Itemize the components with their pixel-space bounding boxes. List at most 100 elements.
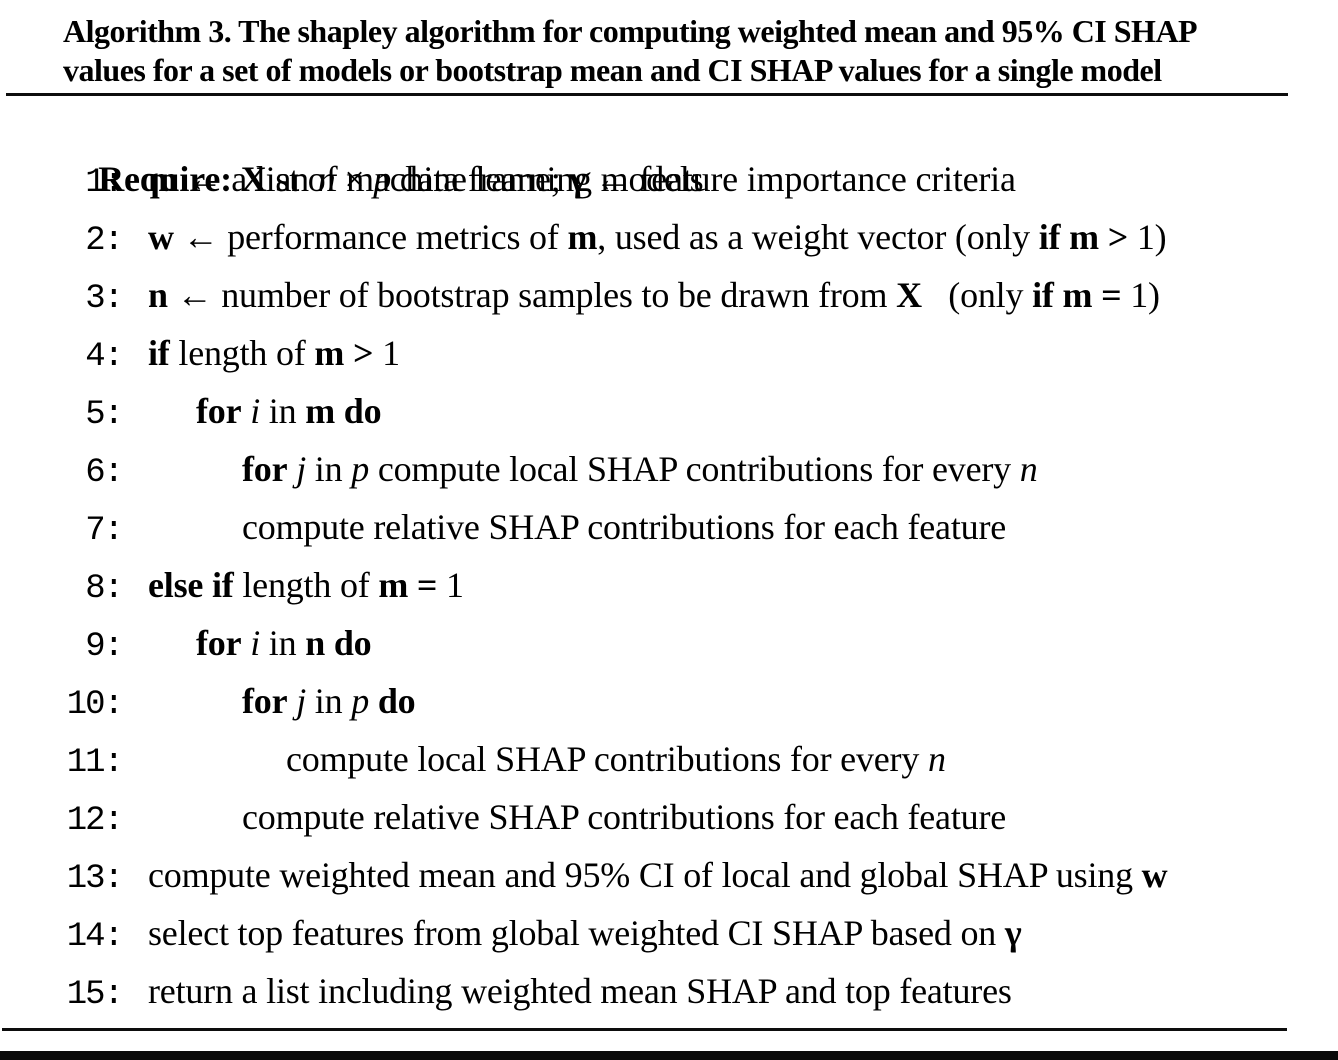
title-divider-rule xyxy=(6,93,1288,96)
text-segment: 1 xyxy=(373,333,400,373)
text-segment: for xyxy=(242,681,288,721)
algorithm-line-8: 8: else if length of m = 1 xyxy=(0,556,1338,614)
text-segment: j xyxy=(296,681,306,721)
algorithm-line-14: 14: select top features from global weigh… xyxy=(0,904,1338,962)
text-segment: if xyxy=(148,333,170,373)
algorithm-line-3: 3: n ← number of bootstrap samples to be … xyxy=(0,266,1338,324)
text-segment: m > xyxy=(314,333,374,373)
text-segment xyxy=(287,681,296,721)
text-segment: select top features from global weighted… xyxy=(148,913,1005,953)
text-segment: m do xyxy=(305,391,382,431)
text-segment: i xyxy=(250,391,260,431)
text-segment: ← number of bootstrap samples to be draw… xyxy=(167,275,897,315)
text-segment xyxy=(287,449,296,489)
text-segment: p xyxy=(351,681,370,721)
line-number: 5: xyxy=(85,396,124,434)
line-number: 6: xyxy=(85,454,124,492)
text-segment: 1) xyxy=(1128,217,1167,257)
text-segment xyxy=(241,391,250,431)
text-segment: n xyxy=(927,739,946,779)
text-segment: w xyxy=(148,217,174,257)
text-segment: else if xyxy=(148,565,234,605)
algorithm-line-15: 15: return a list including weighted mean… xyxy=(0,962,1338,1020)
algorithm-line-4: 4: if length of m > 1 xyxy=(0,324,1338,382)
text-segment xyxy=(241,623,250,663)
text-segment: n xyxy=(148,275,168,315)
text-segment: in xyxy=(306,681,352,721)
algorithm-title-line2: values for a set of models or bootstrap … xyxy=(63,52,1162,88)
line-number: 10: xyxy=(66,686,124,724)
text-segment: m xyxy=(148,159,178,199)
text-segment: length of xyxy=(233,565,379,605)
text-segment: γ xyxy=(569,159,586,199)
text-segment: X xyxy=(240,159,267,199)
text-segment: × xyxy=(335,159,374,199)
text-segment: for xyxy=(196,391,242,431)
line-number: 4: xyxy=(85,338,124,376)
text-segment: Require: xyxy=(98,159,241,199)
text-segment: in xyxy=(306,449,352,489)
line-number: 15: xyxy=(66,976,124,1014)
text-segment: in xyxy=(260,623,306,663)
text-segment xyxy=(369,681,378,721)
text-segment: 1) xyxy=(1121,275,1160,315)
text-segment: j xyxy=(296,449,306,489)
line-statement: n ← number of bootstrap samples to be dr… xyxy=(122,275,1160,315)
text-segment: p xyxy=(373,159,392,199)
line-number: 12: xyxy=(66,802,124,840)
line-number: 11: xyxy=(66,744,124,782)
text-segment: for xyxy=(242,449,288,489)
bottom-border-bar xyxy=(0,1051,1338,1060)
text-segment: if m = xyxy=(1032,275,1122,315)
text-segment: return a list including weighted mean SH… xyxy=(148,971,1012,1011)
text-segment: n xyxy=(1019,449,1038,489)
bottom-divider-rule xyxy=(2,1028,1287,1031)
algorithm-line-9: 9: for i in n do xyxy=(0,614,1338,672)
text-segment: γ xyxy=(1004,913,1022,953)
text-segment: , used as a weight vector (only xyxy=(597,217,1039,257)
text-segment: an xyxy=(266,159,318,199)
line-statement: m ← a list of machine learning models xyxy=(122,159,704,199)
algorithm-line-11: 11: compute local SHAP contributions for … xyxy=(0,730,1338,788)
algorithm-line-2: 2: w ← performance metrics of m, used as … xyxy=(0,208,1338,266)
algorithm-line-5: 5: for i in m do xyxy=(0,382,1338,440)
line-number: 7: xyxy=(85,512,124,550)
line-statement: for j in p compute local SHAP contributi… xyxy=(122,449,1038,489)
line-statement: else if length of m = 1 xyxy=(122,565,464,605)
algorithm-line-10: 10: for j in p do xyxy=(0,672,1338,730)
line-statement: if length of m > 1 xyxy=(122,333,400,373)
line-number: 3: xyxy=(85,280,124,318)
text-segment: X xyxy=(896,275,922,315)
algorithm-line-12: 12: compute relative SHAP contributions f… xyxy=(0,788,1338,846)
text-segment: length of xyxy=(169,333,315,373)
line-number: 14: xyxy=(66,918,124,956)
algorithm-line-7: 7: compute relative SHAP contributions fo… xyxy=(0,498,1338,556)
line-number: 2: xyxy=(85,222,124,260)
algorithm-line-1: 1: m ← a list of machine learning models xyxy=(0,150,1338,208)
algorithm-line-13: 13: compute weighted mean and 95% CI of l… xyxy=(0,846,1338,904)
line-statement: select top features from global weighted… xyxy=(122,913,1022,953)
algorithm-lines: 1: m ← a list of machine learning models 2… xyxy=(0,150,1338,1020)
line-statement: for i in n do xyxy=(122,623,372,663)
text-segment: n do xyxy=(305,623,372,663)
text-segment: in xyxy=(260,391,306,431)
require-line: Require: X an n × p data frame; γ ← feat… xyxy=(0,92,1338,199)
line-number: 9: xyxy=(85,628,124,666)
line-number: 8: xyxy=(85,570,124,608)
text-segment: ← feature importance criteria xyxy=(586,159,1016,199)
line-statement: for j in p do xyxy=(122,681,416,721)
text-segment: compute local SHAP contributions for eve… xyxy=(369,449,1020,489)
line-number: 13: xyxy=(66,860,124,898)
text-segment: compute relative SHAP contributions for … xyxy=(242,797,1007,837)
text-segment: if m > xyxy=(1038,217,1129,257)
text-segment: m xyxy=(567,217,598,257)
line-statement: w ← performance metrics of m, used as a … xyxy=(122,217,1167,257)
text-segment: compute relative SHAP contributions for … xyxy=(242,507,1007,547)
line-statement: return a list including weighted mean SH… xyxy=(122,971,1012,1011)
text-segment: compute weighted mean and 95% CI of loca… xyxy=(148,855,1142,895)
algorithm-line-6: 6: for j in p compute local SHAP contribu… xyxy=(0,440,1338,498)
line-statement: for i in m do xyxy=(122,391,382,431)
algorithm-title: Algorithm 3. The shapley algorithm for c… xyxy=(63,12,1313,90)
line-statement: compute relative SHAP contributions for … xyxy=(122,797,1006,837)
text-segment: compute local SHAP contributions for eve… xyxy=(286,739,928,779)
